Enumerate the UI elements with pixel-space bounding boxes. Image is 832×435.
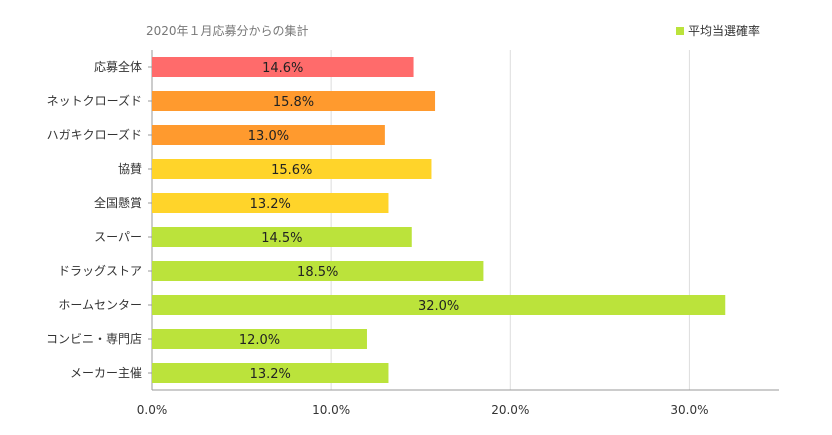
data-label: 15.6% — [271, 163, 312, 178]
data-label: 12.0% — [239, 333, 280, 348]
bar — [152, 363, 389, 383]
data-label: 14.5% — [261, 231, 302, 246]
bar — [152, 57, 414, 77]
x-tick-label: 10.0% — [312, 403, 350, 417]
category-label: コンビニ・専門店 — [46, 332, 142, 346]
data-label: 32.0% — [418, 299, 459, 314]
legend-label: 平均当選確率 — [688, 24, 761, 38]
data-label: 14.6% — [262, 61, 303, 76]
category-label: ハガキクローズド — [47, 127, 142, 142]
legend: 平均当選確率 — [676, 22, 760, 39]
bar — [152, 227, 412, 247]
chart-subtitle: 2020年１月応募分からの集計 — [146, 24, 309, 38]
bar — [152, 261, 484, 281]
bar — [152, 91, 436, 111]
category-label: 協賛 — [118, 161, 142, 176]
bar — [152, 193, 389, 213]
category-label: 全国懸賞 — [94, 195, 142, 210]
category-label: ネットクローズド — [47, 93, 142, 108]
bar — [152, 159, 432, 179]
data-label: 13.2% — [250, 367, 291, 382]
bar — [152, 329, 367, 349]
category-label: ホームセンター — [58, 298, 142, 312]
category-label: 応募全体 — [94, 59, 142, 74]
x-tick-label: 20.0% — [491, 403, 529, 417]
data-label: 13.0% — [248, 129, 289, 144]
data-label: 13.2% — [250, 197, 291, 212]
x-tick-label: 30.0% — [670, 403, 708, 417]
data-label: 15.8% — [273, 95, 314, 110]
bar — [152, 295, 726, 315]
data-label: 18.5% — [297, 265, 338, 280]
category-label: スーパー — [94, 230, 142, 244]
category-label: ドラッグストア — [58, 264, 142, 278]
bar — [152, 125, 385, 145]
legend-swatch — [676, 26, 684, 35]
x-tick-label: 0.0% — [137, 403, 168, 417]
category-label: メーカー主催 — [70, 366, 142, 380]
